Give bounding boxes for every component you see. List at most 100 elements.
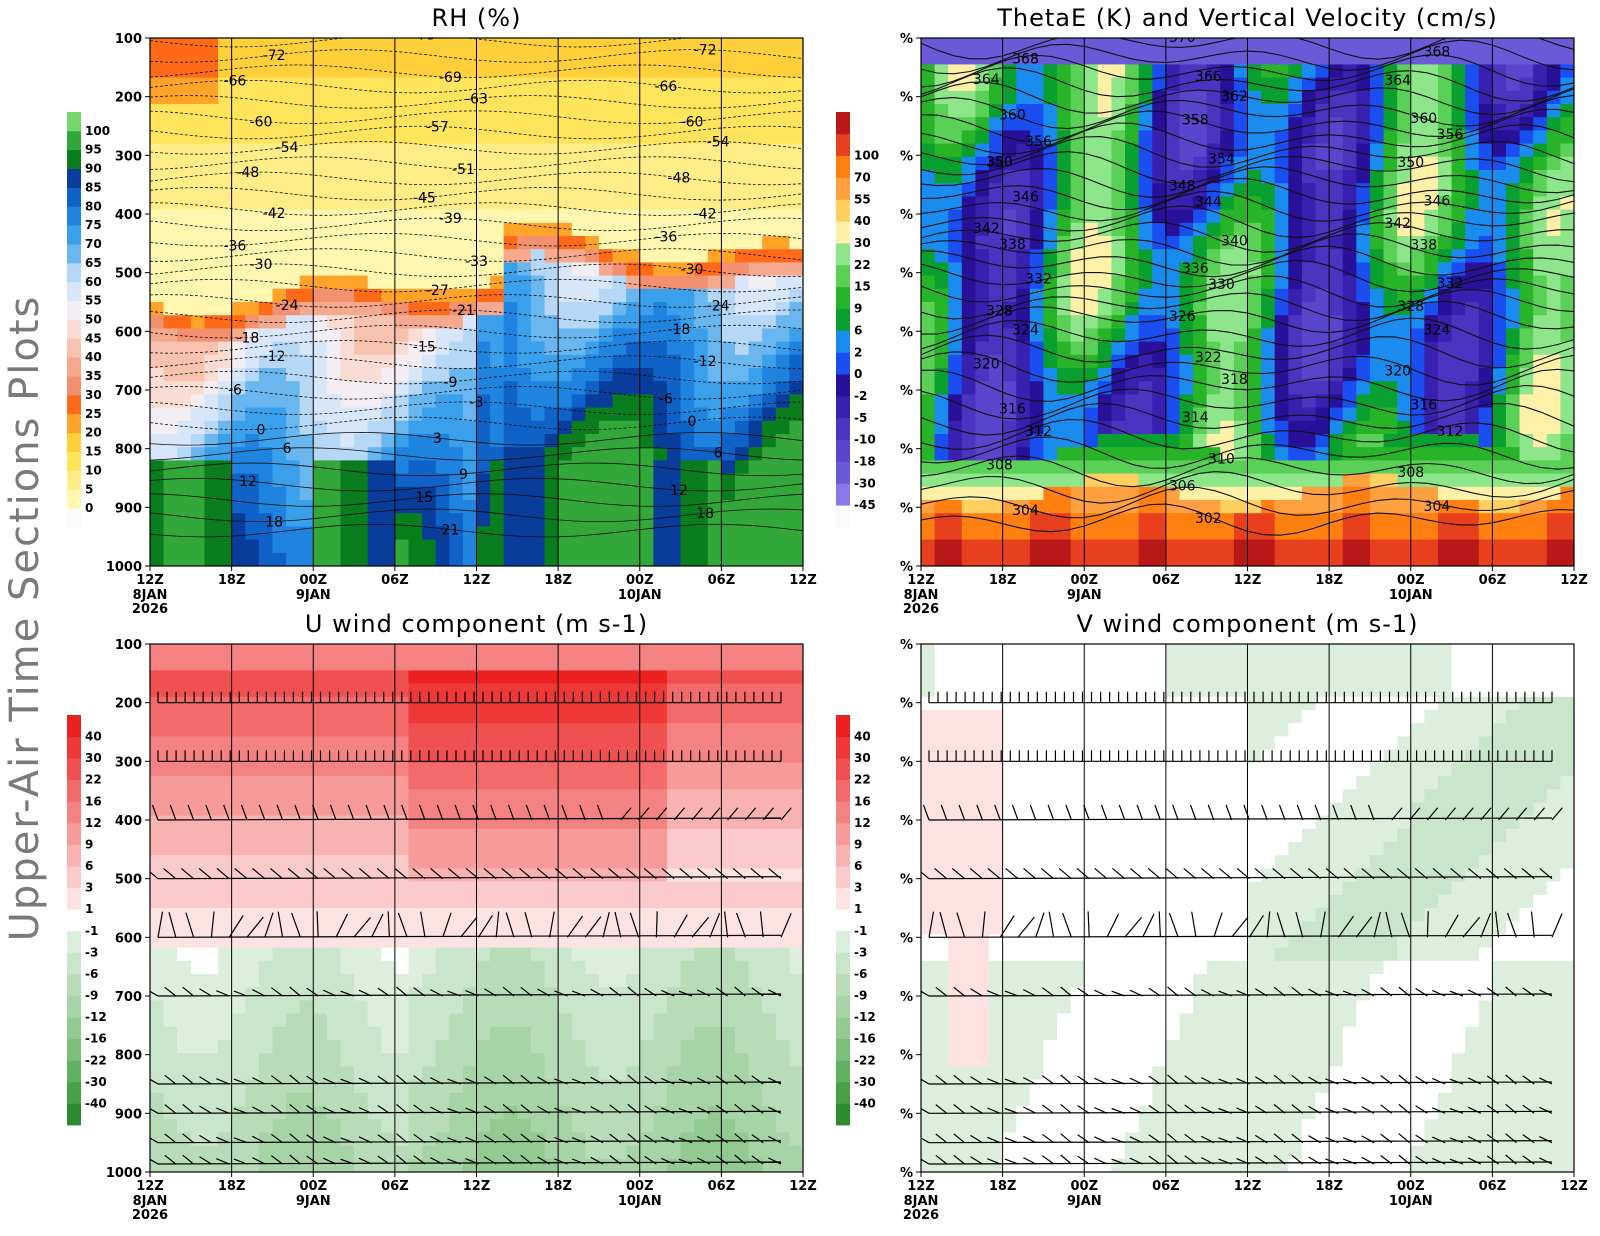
heat-cell (666, 407, 682, 422)
heat-cell (1179, 513, 1194, 527)
heat-cell (1084, 249, 1099, 263)
heat-cell (340, 209, 355, 224)
heat-cell (354, 434, 369, 448)
heat-cell (948, 420, 963, 435)
heat-cell (1397, 315, 1412, 329)
heat-cell (1519, 64, 1534, 79)
heat-cell (204, 196, 219, 211)
heat-cell (449, 500, 464, 514)
heat-cell (1070, 104, 1085, 118)
heat-cell (544, 104, 559, 118)
heat-cell (707, 539, 722, 554)
heat-cell (1410, 236, 1425, 250)
heat-cell (503, 420, 518, 435)
heat-cell (340, 644, 355, 658)
heat-cell (1410, 222, 1425, 237)
heat-cell (394, 473, 410, 488)
heat-cell (231, 394, 246, 409)
heat-cell (218, 1092, 233, 1107)
heat-cell (1288, 341, 1303, 356)
heat-cell (721, 196, 736, 211)
heat-cell (1165, 434, 1181, 448)
heat-cell (272, 315, 287, 329)
heat-cell (530, 1053, 546, 1067)
heat-cell (748, 236, 763, 250)
heat-cell (394, 1053, 410, 1067)
heat-cell (1179, 552, 1194, 566)
heat-cell (381, 1000, 396, 1015)
heat-cell (1505, 236, 1521, 250)
heat-cell (286, 868, 301, 883)
heat-cell (1315, 275, 1330, 290)
heat-cell (1546, 302, 1561, 316)
heat-cell (286, 183, 301, 197)
heat-cell (340, 381, 355, 395)
heat-cell (354, 1066, 369, 1081)
heat-cell (340, 789, 355, 803)
heat-cell (490, 908, 505, 922)
heat-cell (1233, 104, 1249, 118)
heat-cell (408, 987, 423, 1001)
heat-cell (449, 209, 464, 224)
heat-cell (1465, 104, 1480, 118)
heat-cell (218, 1026, 233, 1041)
heat-cell (313, 262, 328, 277)
heat-cell (476, 947, 491, 962)
heat-cell (340, 723, 355, 737)
heat-cell (1165, 222, 1181, 237)
heat-cell (286, 354, 301, 369)
heat-cell (408, 1119, 423, 1133)
heat-cell (340, 1145, 355, 1160)
heat-cell (258, 539, 274, 554)
heat-cell (1125, 328, 1140, 343)
heat-cell (422, 776, 437, 790)
heat-cell (748, 539, 763, 554)
heat-cell (286, 960, 301, 975)
heat-cell (598, 64, 614, 79)
heat-cell (340, 183, 355, 197)
heat-cell (1465, 460, 1480, 475)
heat-cell (1519, 539, 1534, 554)
heat-cell (150, 710, 165, 724)
heat-cell (231, 1040, 246, 1054)
heat-cell (326, 657, 342, 671)
heat-cell (1247, 143, 1262, 158)
heat-cell (340, 394, 355, 409)
heat-cell (1179, 473, 1194, 488)
heat-cell (435, 500, 450, 514)
heat-cell (585, 302, 600, 316)
heat-cell (1437, 513, 1453, 527)
heat-cell (1478, 170, 1493, 184)
heat-cell (1492, 183, 1507, 197)
heat-cell (734, 354, 750, 369)
heat-cell (1410, 130, 1425, 145)
heat-cell (326, 526, 342, 541)
heat-cell (721, 209, 736, 224)
heat-cell (530, 249, 546, 263)
heat-cell (1356, 381, 1371, 395)
heat-cell (762, 500, 777, 514)
heat-cell (626, 183, 641, 197)
heat-cell (340, 842, 355, 856)
heat-cell (272, 222, 287, 237)
heat-cell (150, 341, 165, 356)
heat-cell (326, 921, 342, 935)
heat-cell (680, 209, 695, 224)
heat-cell (381, 1092, 396, 1107)
heat-cell (680, 236, 695, 250)
heat-cell (558, 183, 573, 197)
heat-cell (367, 315, 382, 329)
heat-cell (381, 420, 396, 435)
heat-cell (326, 1066, 342, 1081)
heat-cell (313, 486, 328, 501)
heat-cell (394, 104, 410, 118)
heat-cell (340, 156, 355, 171)
heat-cell (286, 38, 301, 52)
heat-cell (408, 921, 423, 935)
heat-cell (1383, 381, 1398, 395)
heat-cell (558, 539, 573, 554)
heat-cell (435, 1000, 450, 1015)
heat-cell (707, 434, 722, 448)
heat-cell (1125, 262, 1140, 277)
heat-cell (585, 156, 600, 171)
